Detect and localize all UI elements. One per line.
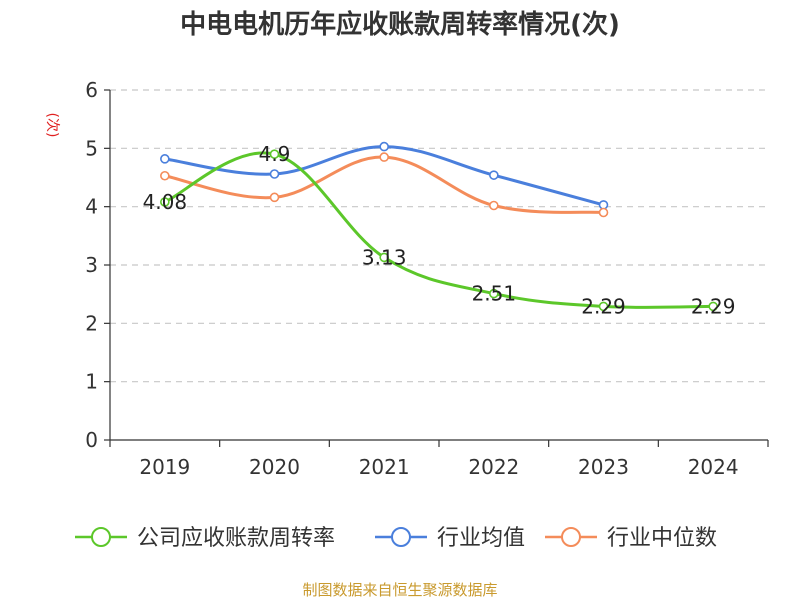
legend-label: 公司应收账款周转率 [137,526,335,551]
data-label: 2.51 [472,282,517,306]
series-group [160,141,718,312]
data-point [269,169,280,179]
y-tick-label: 6 [85,78,98,102]
x-tick-label: 2021 [359,455,410,479]
x-tick-label: 2023 [578,455,629,479]
data-point [160,170,170,181]
data-point [160,197,170,207]
data-point [269,149,280,159]
axes: 0 1 2 3 4 5 6 2019 2020 2021 2022 2023 2024 [85,78,769,479]
series-2 [160,141,609,210]
legend-item[interactable]: 行业中位数 [545,526,717,551]
series-line [163,151,715,309]
y-tick-label: 1 [85,370,98,394]
series-3 [160,152,609,218]
legend-marker [91,527,111,547]
y-tick-label: 0 [85,428,98,452]
data-point [160,154,170,164]
series-1 [160,149,718,312]
legend: 公司应收账款周转率 行业均值 行业中位数 [75,526,717,551]
y-tick-label: 3 [85,253,98,277]
legend-label: 行业均值 [437,526,525,551]
data-labels: 4.08 4.9 3.13 2.51 2.29 2.29 [143,142,736,318]
legend-label: 行业中位数 [607,526,717,551]
data-label: 2.29 [581,294,626,318]
chart-title: 中电电机历年应收账款周转率情况(次) [180,9,620,40]
data-point [708,301,718,312]
y-axis-label: (次) [44,113,60,138]
legend-item[interactable]: 公司应收账款周转率 [75,526,335,551]
data-label: 4.9 [259,142,291,166]
data-point [269,192,280,203]
data-label: 3.13 [362,245,407,269]
y-tick-label: 5 [85,136,98,160]
series-line [163,155,605,214]
data-point [598,301,609,312]
x-tick-label: 2022 [468,455,519,479]
x-tick-label: 2024 [688,455,739,479]
grid-lines [110,89,768,383]
data-point [489,200,499,211]
data-point [598,207,609,218]
x-tick-label: 2020 [249,455,300,479]
data-label: 2.29 [691,294,736,318]
data-point [489,288,499,299]
data-point [379,141,389,152]
data-point [379,252,389,263]
data-label: 4.08 [143,190,188,214]
legend-item[interactable]: 行业均值 [375,526,525,551]
data-point [489,170,499,180]
x-tick-label: 2019 [139,455,190,479]
y-tick-label: 2 [85,311,98,335]
legend-marker [561,527,581,547]
legend-marker [391,527,411,547]
y-tick-label: 4 [85,195,98,219]
source-note: 制图数据来自恒生聚源数据库 [302,581,497,599]
data-point [379,152,389,162]
